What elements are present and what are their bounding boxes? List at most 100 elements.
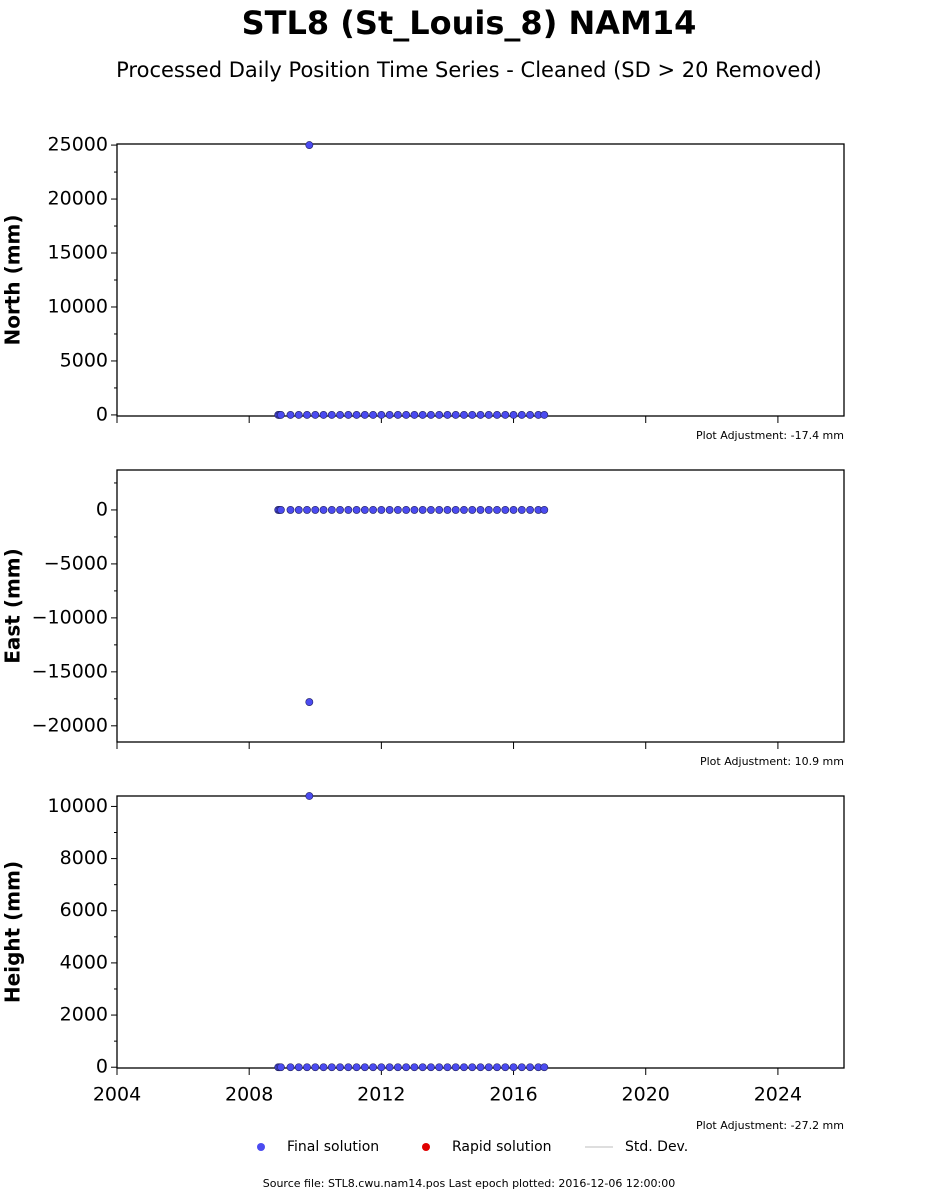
data-point bbox=[410, 1063, 419, 1072]
data-point bbox=[476, 506, 485, 514]
data-point bbox=[501, 411, 510, 419]
data-point bbox=[336, 1063, 344, 1072]
data-point bbox=[303, 411, 311, 419]
data-point bbox=[493, 506, 501, 514]
y-tick-label: 15000 bbox=[48, 242, 108, 264]
plot-annotation: Plot Adjustment: 10.9 mm bbox=[700, 755, 844, 768]
y-tick-label: −15000 bbox=[32, 660, 108, 682]
data-point bbox=[344, 411, 353, 419]
subplot: −20000 −15000 −10000 −5000 0 East (mm) Plot Ad… bbox=[1, 469, 845, 768]
data-point bbox=[286, 506, 295, 514]
data-point bbox=[402, 411, 411, 419]
data-point bbox=[336, 411, 344, 419]
data-point bbox=[468, 411, 477, 419]
data-point bbox=[410, 506, 419, 514]
y-tick-label: 0 bbox=[96, 1056, 108, 1078]
data-point bbox=[360, 1063, 369, 1072]
data-point bbox=[305, 141, 314, 149]
y-tick-label: 4000 bbox=[60, 951, 108, 973]
data-point bbox=[305, 792, 314, 800]
legend-marker bbox=[422, 1143, 430, 1151]
x-tick-label: 2024 bbox=[754, 1084, 802, 1106]
data-point bbox=[410, 411, 419, 419]
data-point bbox=[311, 411, 320, 419]
data-point bbox=[460, 1063, 468, 1072]
data-point bbox=[427, 1063, 435, 1072]
data-point bbox=[360, 411, 369, 419]
data-point bbox=[385, 411, 394, 419]
subplot: 0 2000 4000 6000 8000 10000 2004 2008 2012 2016 20… bbox=[1, 792, 845, 1132]
plot-annotation: Plot Adjustment: -17.4 mm bbox=[696, 429, 844, 442]
data-point bbox=[327, 506, 336, 514]
x-tick-label: 2020 bbox=[622, 1084, 670, 1106]
data-point bbox=[402, 1063, 411, 1072]
x-tick-label: 2004 bbox=[93, 1084, 141, 1106]
y-axis-label: East (mm) bbox=[1, 548, 25, 664]
data-point bbox=[344, 1063, 353, 1072]
data-point bbox=[385, 1063, 394, 1072]
data-point bbox=[303, 1063, 311, 1072]
y-tick-label: 10000 bbox=[48, 295, 108, 317]
data-point bbox=[484, 411, 493, 419]
data-point bbox=[540, 411, 549, 419]
data-point bbox=[468, 1063, 477, 1072]
data-point bbox=[435, 506, 444, 514]
data-point bbox=[393, 1063, 402, 1072]
plot-annotation: Plot Adjustment: -27.2 mm bbox=[696, 1119, 844, 1132]
data-point bbox=[305, 698, 314, 706]
data-point bbox=[540, 506, 549, 514]
y-axis-label: Height (mm) bbox=[1, 861, 25, 1003]
data-point bbox=[402, 506, 411, 514]
y-tick-label: 0 bbox=[96, 498, 108, 520]
data-point bbox=[517, 1063, 526, 1072]
data-point bbox=[460, 411, 468, 419]
title: STL8 (St_Louis_8) NAM14 bbox=[242, 4, 697, 42]
data-point bbox=[418, 506, 427, 514]
data-point bbox=[385, 506, 394, 514]
data-point bbox=[286, 411, 295, 419]
data-point bbox=[360, 506, 369, 514]
data-point bbox=[517, 506, 526, 514]
data-point bbox=[509, 411, 518, 419]
data-point bbox=[509, 1063, 518, 1072]
data-point bbox=[352, 506, 361, 514]
data-point bbox=[435, 411, 444, 419]
y-tick-label: 2000 bbox=[60, 1004, 108, 1026]
data-point bbox=[468, 506, 477, 514]
data-point bbox=[369, 506, 378, 514]
x-tick-label: 2016 bbox=[489, 1084, 537, 1106]
data-point bbox=[311, 1063, 320, 1072]
legend-label: Rapid solution bbox=[452, 1139, 552, 1155]
legend-marker bbox=[257, 1143, 265, 1151]
data-point bbox=[277, 506, 285, 514]
data-point bbox=[540, 1063, 549, 1072]
data-point bbox=[476, 1063, 485, 1072]
data-point bbox=[311, 506, 320, 514]
data-point bbox=[277, 411, 285, 419]
data-point bbox=[327, 411, 336, 419]
data-point bbox=[277, 1063, 285, 1072]
y-tick-label: 25000 bbox=[48, 134, 108, 156]
plot-frame bbox=[116, 143, 845, 417]
data-point bbox=[352, 411, 361, 419]
y-tick-label: 8000 bbox=[60, 847, 108, 869]
data-point bbox=[484, 506, 493, 514]
data-point bbox=[501, 506, 510, 514]
y-tick-label: −5000 bbox=[44, 552, 108, 574]
data-point bbox=[476, 411, 485, 419]
data-point bbox=[418, 1063, 427, 1072]
data-point bbox=[294, 506, 303, 514]
data-point bbox=[484, 1063, 493, 1072]
y-tick-label: −20000 bbox=[32, 714, 108, 736]
data-point bbox=[319, 411, 328, 419]
data-point bbox=[352, 1063, 361, 1072]
data-point bbox=[319, 1063, 328, 1072]
data-point bbox=[393, 506, 402, 514]
data-point bbox=[393, 411, 402, 419]
data-point bbox=[443, 1063, 452, 1072]
data-point bbox=[377, 411, 386, 419]
data-point bbox=[418, 411, 427, 419]
data-point bbox=[526, 1063, 534, 1072]
data-point bbox=[319, 506, 328, 514]
plot-frame bbox=[116, 795, 845, 1069]
